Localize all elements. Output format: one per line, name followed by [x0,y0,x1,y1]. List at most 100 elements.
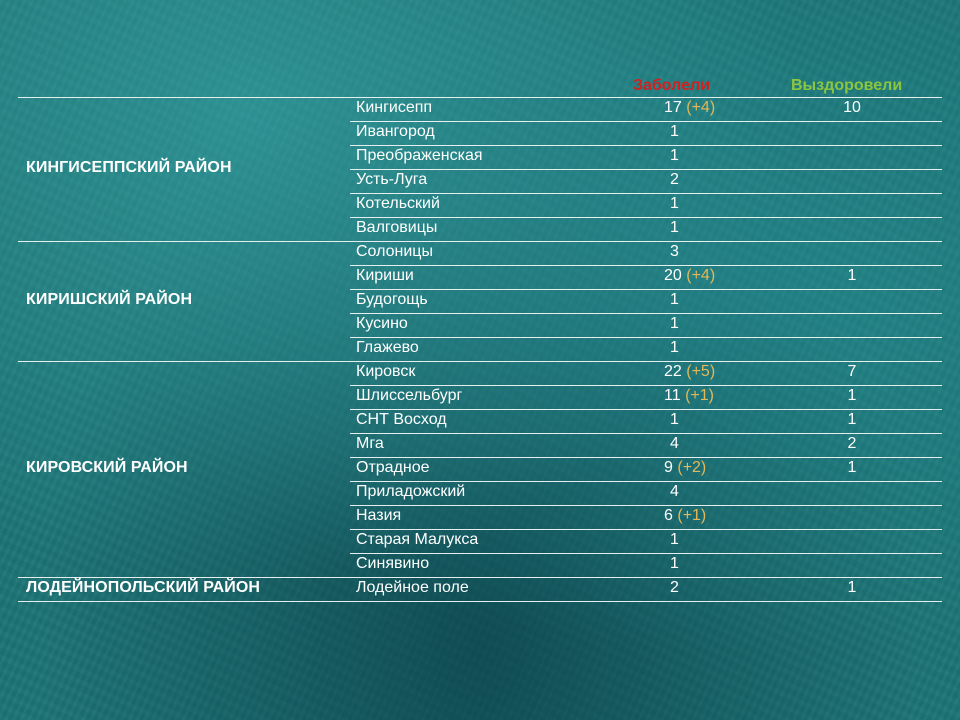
sick-count: 11 (+1) [664,387,714,405]
settlement-name: Будогощь [356,291,428,308]
settlement-name: Кингисепп [356,99,433,116]
row-separator [350,217,942,218]
table-row: Старая Малукса 1 [350,529,942,553]
sick-delta: (+5) [686,363,716,380]
settlement-name: Мга [356,435,384,452]
table-row: Приладожский 4 [350,481,942,505]
sick-delta: (+1) [685,387,714,404]
sick-delta: (+4) [686,267,716,284]
settlement-name: Глажево [356,339,419,356]
recovered-count: 7 [847,363,857,380]
district-name: КИНГИСЕППСКИЙ РАЙОН [26,159,232,176]
sick-number: 1 [670,291,679,308]
sick-number: 6 [664,507,673,524]
recovered-count: 1 [847,267,857,284]
sick-number: 1 [670,123,679,140]
sick-count: 9 (+2) [664,459,706,477]
recovered-count: 1 [847,579,857,596]
sick-count: 1 [670,411,679,429]
settlement-name: Валговицы [356,219,438,236]
sick-number: 1 [670,315,679,332]
sick-number: 1 [670,339,679,356]
sick-number: 1 [670,219,679,236]
settlement-name: Старая Малукса [356,531,479,548]
sick-count: 2 [670,171,679,189]
table-row: Мга 4 2 [350,433,942,457]
settlement-name: Солоницы [356,243,433,260]
sick-delta: (+1) [677,507,707,524]
table-row: Усть-Луга 2 [350,169,942,193]
recovered-count: 2 [847,435,857,452]
sick-count: 1 [670,219,679,237]
settlement-name: Усть-Луга [356,171,428,188]
sick-number: 1 [670,147,679,164]
sick-number: 9 [664,459,673,476]
sick-number: 2 [670,579,679,596]
recovered-count: 10 [843,99,861,116]
row-separator [350,433,942,434]
sick-number: 22 [664,363,682,380]
sick-count: 1 [670,291,679,309]
table-row: Шлиссельбург 11 (+1) 1 [350,385,942,409]
table-row: Кингисепп 17 (+4) 10 [350,97,942,121]
sick-delta: (+4) [686,99,716,116]
table-bottom-rule [18,601,942,602]
sick-count: 1 [670,531,679,549]
table-row: Солоницы 3 [350,241,942,265]
row-separator [350,385,942,386]
district-name: КИРОВСКИЙ РАЙОН [26,459,188,476]
row-separator [350,409,942,410]
sick-number: 4 [670,435,679,452]
table-row: Кировск 22 (+5) 7 [350,361,942,385]
table-row: Кусино 1 [350,313,942,337]
sick-count: 1 [670,123,679,141]
settlement-name: Приладожский [356,483,466,500]
district-separator [18,577,942,578]
sick-number: 2 [670,171,679,188]
sick-number: 4 [670,483,679,500]
table-row: Кириши 20 (+4) 1 [350,265,942,289]
sick-count: 2 [670,579,679,597]
header-sick: Заболели [633,77,711,94]
row-separator [350,265,942,266]
recovered-count: 1 [847,411,857,428]
settlement-name: Кириши [356,267,414,284]
settlement-name: Ивангород [356,123,435,140]
settlement-name: Отрадное [356,459,430,476]
sick-count: 1 [670,195,679,213]
district-name: КИРИШСКИЙ РАЙОН [26,291,193,308]
sick-count: 17 (+4) [664,99,715,117]
sick-count: 1 [670,555,679,573]
district-separator [18,97,942,98]
settlement-name: Кусино [356,315,408,332]
row-separator [350,193,942,194]
recovered-count: 1 [847,459,857,476]
settlement-name: Кировск [356,363,416,380]
row-separator [350,145,942,146]
settlement-name: СНТ Восход [356,411,447,428]
row-separator [350,313,942,314]
sick-count: 6 (+1) [664,507,706,525]
table-row: Назия 6 (+1) [350,505,942,529]
table-row: Будогощь 1 [350,289,942,313]
settlement-name: Шлиссельбург [356,387,463,404]
row-separator [350,529,942,530]
settlement-name: Котельский [356,195,440,212]
row-separator [350,481,942,482]
sick-count: 22 (+5) [664,363,715,381]
sick-number: 17 [664,99,682,116]
sick-number: 3 [670,243,679,260]
district-separator [18,361,942,362]
sick-number: 1 [670,531,679,548]
row-separator [350,169,942,170]
table-row: Отрадное 9 (+2) 1 [350,457,942,481]
row-separator [350,553,942,554]
recovered-count: 1 [847,387,857,404]
sick-count: 4 [670,435,679,453]
sick-count: 3 [670,243,679,261]
sick-number: 11 [664,387,681,404]
sick-number: 1 [670,195,679,212]
sick-count: 4 [670,483,679,501]
table-row: Валговицы 1 [350,217,942,241]
row-separator [350,289,942,290]
